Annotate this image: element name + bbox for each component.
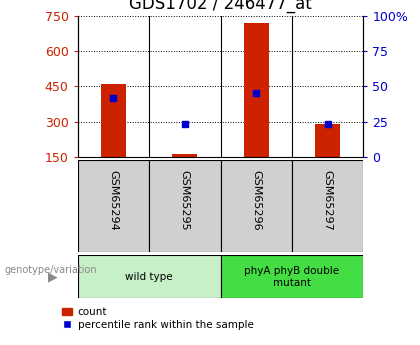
Legend: count, percentile rank within the sample: count, percentile rank within the sample <box>62 307 253 330</box>
Bar <box>220 255 363 298</box>
Text: wild type: wild type <box>125 272 173 282</box>
Bar <box>149 160 220 252</box>
Text: ▶: ▶ <box>48 270 58 283</box>
Text: phyA phyB double
mutant: phyA phyB double mutant <box>244 266 339 288</box>
Bar <box>172 154 197 157</box>
Bar <box>78 160 149 252</box>
Bar <box>220 160 292 252</box>
Text: GSM65296: GSM65296 <box>251 169 261 230</box>
Text: GSM65294: GSM65294 <box>108 169 118 230</box>
Bar <box>244 22 269 157</box>
Bar <box>315 124 340 157</box>
Text: genotype/variation: genotype/variation <box>4 265 97 275</box>
Text: GSM65295: GSM65295 <box>180 169 190 230</box>
Text: GSM65297: GSM65297 <box>323 169 333 230</box>
Bar <box>78 255 220 298</box>
Bar <box>292 160 363 252</box>
Title: GDS1702 / 246477_at: GDS1702 / 246477_at <box>129 0 312 13</box>
Bar <box>101 84 126 157</box>
